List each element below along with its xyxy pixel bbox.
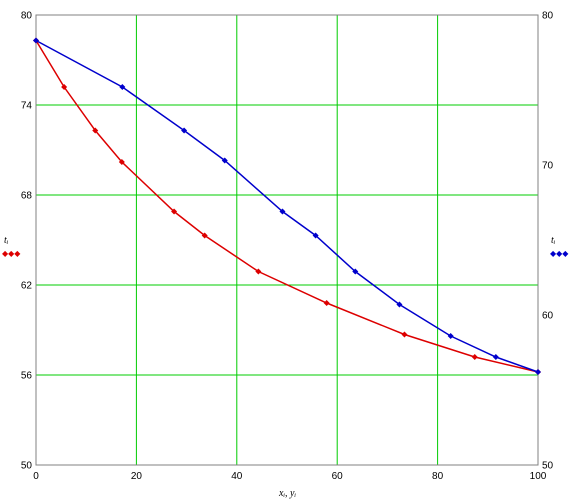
y-left-tick-label: 68 [21, 191, 33, 202]
series-line [35, 40, 539, 373]
data-point [492, 354, 499, 360]
chart-grid [36, 15, 538, 465]
data-point [171, 208, 178, 215]
y-left-tick-label: 80 [21, 11, 33, 22]
y-left-tick-labels: 50 56 62 68 74 80 [21, 11, 33, 472]
series-blue [33, 37, 541, 375]
y-right-axis-label: tᵢ [551, 235, 556, 246]
y-right-tick-label: 80 [542, 11, 554, 22]
y-right-tick-label: 50 [542, 461, 554, 472]
y-right-axis-legend: tᵢ ◆◆◆ [550, 235, 569, 258]
x-tick-label: 20 [131, 471, 143, 482]
y-right-tick-label: 60 [542, 311, 554, 322]
data-point [396, 301, 403, 308]
data-point [119, 84, 126, 90]
data-point [33, 37, 39, 44]
series-layer [33, 37, 541, 375]
data-point [221, 157, 228, 164]
data-point [535, 369, 541, 375]
plot-frame [35, 14, 539, 466]
data-point [312, 232, 319, 239]
data-point [447, 333, 454, 339]
y-right-tick-label: 70 [542, 161, 554, 172]
data-point [323, 300, 330, 306]
y-left-tick-label: 50 [21, 461, 33, 472]
data-point [279, 208, 286, 215]
data-point [92, 127, 99, 134]
x-tick-label: 80 [432, 471, 444, 482]
data-point [118, 159, 125, 165]
y-left-tick-label: 62 [21, 281, 33, 292]
x-tick-label: 0 [33, 471, 39, 482]
x-tick-label: 100 [530, 471, 547, 482]
data-point [352, 268, 359, 275]
data-point [401, 331, 408, 338]
red-series-legend-marker: ◆◆◆ [2, 249, 21, 258]
blue-series-legend-marker: ◆◆◆ [550, 249, 569, 258]
y-left-axis-label: tᵢ [4, 235, 9, 246]
y-right-tick-labels: 50 60 70 80 [542, 11, 554, 472]
data-point [201, 232, 208, 239]
x-axis-label: xᵢ, yᵢ [278, 488, 296, 499]
y-left-tick-label: 74 [21, 101, 33, 112]
data-point [255, 268, 262, 275]
series-line [35, 39, 539, 373]
x-tick-label: 40 [231, 471, 243, 482]
x-tick-labels: 0 20 40 60 80 100 [33, 471, 547, 482]
data-point [471, 354, 478, 360]
y-left-axis-legend: tᵢ ◆◆◆ [2, 235, 21, 258]
y-left-tick-label: 56 [21, 371, 33, 382]
series-red [33, 37, 541, 375]
data-point [181, 127, 188, 134]
data-point [61, 84, 68, 90]
x-tick-label: 60 [332, 471, 344, 482]
